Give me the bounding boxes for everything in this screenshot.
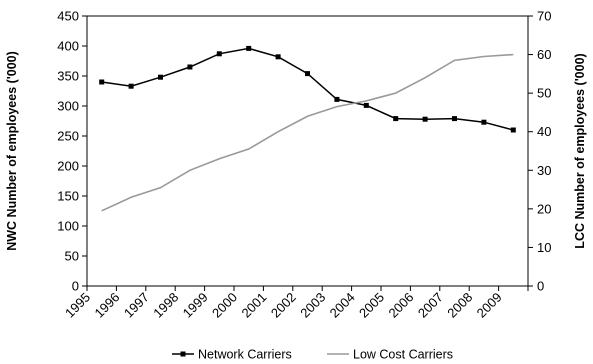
right-axis-tick-label: 30 [537, 163, 551, 178]
x-axis-tick-label: 2008 [444, 290, 475, 321]
x-axis-tick-label: 2009 [474, 290, 505, 321]
data-point-network-carriers [363, 102, 369, 108]
series-line-network-carriers [101, 47, 514, 131]
data-point-network-carriers [481, 119, 487, 125]
right-axis-tick-label: 50 [537, 86, 551, 101]
right-axis-tick-label: 10 [537, 240, 551, 255]
right-axis-tick-label: 40 [537, 124, 551, 139]
data-point-network-carriers [158, 74, 163, 80]
x-axis-tick-label: 2003 [297, 290, 328, 321]
left-axis-tick-label: 50 [65, 249, 79, 264]
x-axis-tick-label: 1995 [62, 290, 93, 321]
right-axis-label: LCC Number of employees ('000) [573, 53, 587, 248]
x-axis-tick-label: 1996 [91, 290, 122, 321]
x-axis-tick-label: 2004 [327, 290, 358, 321]
left-axis-tick-label: 100 [57, 219, 79, 234]
data-point-network-carriers [246, 45, 252, 51]
left-axis-tick-label: 300 [57, 99, 79, 114]
left-axis-tick-label: 0 [72, 279, 79, 294]
plot-area: 0 50 100 150 200 250 300 350 400 450 0 10 20 30 40 50 60… [57, 9, 551, 321]
x-axis-tick-label: 2007 [415, 290, 446, 321]
right-axis-tick-label: 20 [537, 201, 551, 216]
left-axis-tick-label: 450 [57, 9, 79, 24]
data-point-network-carriers [275, 54, 281, 60]
plot-frame [86, 15, 529, 287]
x-axis-tick-label: 2000 [209, 290, 240, 321]
left-axis-tick-label: 250 [57, 129, 79, 144]
data-point-network-carriers [305, 71, 310, 77]
x-axis-tick-label: 2006 [385, 290, 416, 321]
x-axis-tick-label: 1997 [121, 290, 152, 321]
legend-label-network-carriers: Network Carriers [198, 348, 292, 362]
legend-marker-network-carriers [180, 351, 186, 357]
x-axis-tick-label: 2002 [268, 290, 299, 321]
data-point-network-carriers [510, 127, 516, 133]
data-point-network-carriers [422, 116, 428, 122]
data-point-network-carriers [452, 116, 457, 122]
left-axis-tick-label: 200 [57, 159, 79, 174]
x-axis-tick-label: 1998 [150, 290, 181, 321]
data-point-network-carriers [334, 96, 340, 102]
data-point-network-carriers [216, 51, 222, 57]
series-line-low-cost-carriers [101, 53, 514, 212]
right-axis-tick-label: 0 [537, 279, 544, 294]
data-point-network-carriers [393, 116, 399, 122]
data-point-network-carriers [99, 79, 105, 85]
right-axis-tick-label: 60 [537, 47, 551, 62]
legend-label-low-cost-carriers: Low Cost Carriers [353, 348, 453, 362]
left-axis-tick-label: 350 [57, 69, 79, 84]
right-axis-tick-label: 70 [537, 9, 551, 24]
left-axis-tick-label: 400 [57, 39, 79, 54]
data-point-network-carriers [128, 83, 134, 89]
x-axis-tick-label: 1999 [180, 290, 211, 321]
data-point-network-carriers [187, 64, 193, 70]
left-axis-label: NWC Number of employees ('000) [5, 51, 19, 251]
left-axis-tick-label: 150 [57, 189, 79, 204]
x-axis-tick-label: 2001 [238, 290, 269, 321]
x-axis-tick-label: 2005 [356, 290, 387, 321]
legend: Network Carriers Low Cost Carriers [172, 348, 453, 362]
